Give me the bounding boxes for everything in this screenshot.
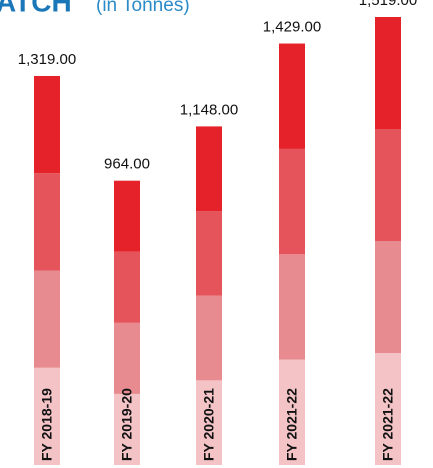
bar-segment xyxy=(196,380,222,465)
bar-segment xyxy=(114,251,140,323)
bar-segment xyxy=(114,393,140,465)
x-tick-label: FY 2021-22 xyxy=(284,388,300,461)
bar-segment xyxy=(375,128,401,241)
bar-segment xyxy=(196,211,222,296)
bar xyxy=(114,180,140,465)
bar-segment xyxy=(34,270,60,368)
bar-segment xyxy=(196,295,222,381)
bar-segment xyxy=(34,173,60,271)
data-label: 964.00 xyxy=(104,156,150,173)
bar-segment xyxy=(196,126,222,212)
bar-segment xyxy=(279,359,305,465)
bar xyxy=(34,75,60,465)
bar-segment xyxy=(114,322,140,394)
x-tick-label: FY 2018-19 xyxy=(39,388,55,461)
chart-subtitle: (in Tonnes) xyxy=(96,0,190,16)
bar-segment xyxy=(114,180,140,252)
bar xyxy=(196,126,222,465)
x-tick-label: FY 2020-21 xyxy=(201,388,217,461)
bar-segment xyxy=(375,16,401,129)
data-label: 1,319.00 xyxy=(18,51,76,68)
bar-segment xyxy=(279,148,305,255)
bar xyxy=(375,16,401,465)
data-label: 1,429.00 xyxy=(263,19,321,36)
bar-segment xyxy=(375,352,401,465)
bar xyxy=(279,43,305,465)
bar-segment xyxy=(279,254,305,360)
data-label: 1,148.00 xyxy=(180,101,238,118)
x-tick-label: FY 2021-22 xyxy=(380,388,396,461)
bar-segment xyxy=(279,43,305,149)
data-label: 1,519.00 xyxy=(359,0,417,9)
bar-segment xyxy=(375,240,401,353)
x-tick-label: FY 2019-20 xyxy=(119,388,135,461)
chart-title: ATCH xyxy=(0,0,72,17)
bar-segment xyxy=(34,367,60,465)
bar-segment xyxy=(34,75,60,174)
